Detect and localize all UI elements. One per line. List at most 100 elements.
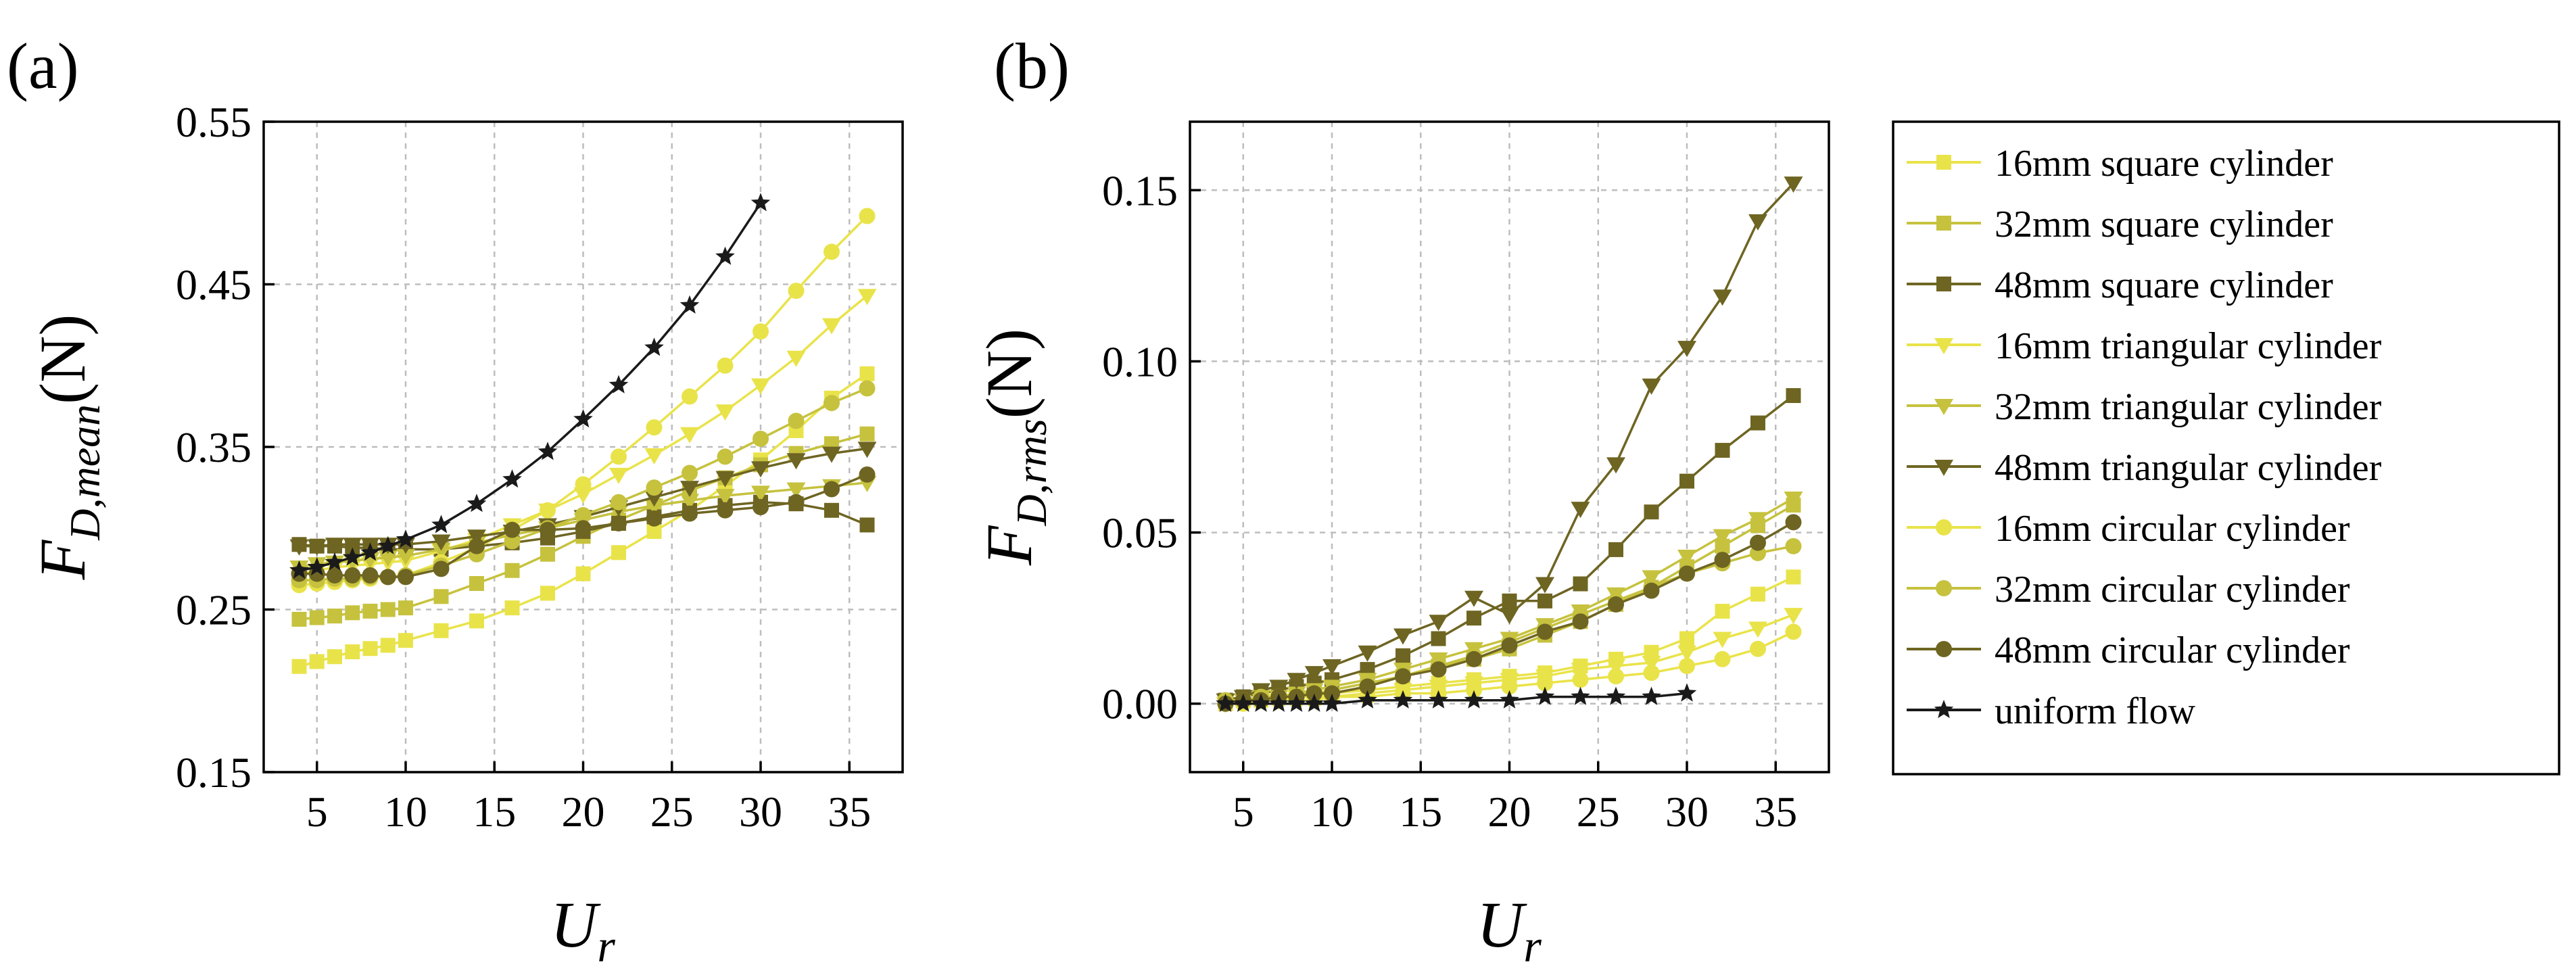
x-tick-label-a-1: 10 [384, 788, 427, 836]
data-point-a-48mm-triangular-cylinder-13 [644, 490, 664, 507]
data-point-a-uniform-flow-0 [289, 560, 309, 579]
data-point-a-48mm-triangular-cylinder-2 [325, 538, 344, 554]
data-point-b-48mm-square-cylinder-17 [1715, 443, 1730, 458]
x-tick-label-a-5: 30 [739, 788, 782, 836]
data-point-a-48mm-circular-cylinder-12 [611, 515, 627, 532]
data-point-a-16mm-square-cylinder-7 [433, 623, 449, 638]
data-point-b-16mm-circular-cylinder-16 [1679, 658, 1695, 675]
data-point-a-16mm-square-cylinder-3 [345, 644, 360, 660]
data-point-a-16mm-square-cylinder-9 [504, 600, 520, 616]
legend-item-3: 16mm triangular cylinder [1907, 325, 2382, 367]
ticks-b: 5 10 15 20 25 30 35 0.00 0.05 0.10 0.15 [1102, 166, 1797, 836]
data-point-b-16mm-circular-cylinder-15 [1643, 665, 1660, 682]
data-point-a-32mm-square-cylinder-5 [380, 602, 396, 617]
data-point-b-48mm-square-cylinder-10 [1466, 611, 1481, 626]
data-point-a-32mm-square-cylinder-4 [362, 603, 378, 619]
data-point-a-48mm-triangular-cylinder-3 [343, 538, 362, 554]
y-tick-label-b-3: 0.15 [1102, 166, 1178, 214]
data-point-b-uniform-flow-6 [1322, 693, 1342, 712]
data-point-a-32mm-square-cylinder-8 [469, 576, 484, 592]
data-point-a-48mm-circular-cylinder-18 [824, 481, 840, 498]
data-point-a-uniform-flow-2 [325, 552, 345, 571]
data-point-b-48mm-square-cylinder-19 [1786, 388, 1801, 404]
data-point-b-16mm-circular-cylinder-14 [1608, 668, 1624, 685]
data-point-a-32mm-triangular-cylinder-17 [786, 482, 806, 499]
y-tick-label-a-1: 0.25 [176, 586, 252, 634]
legend-label-9: uniform flow [1995, 690, 2196, 732]
data-point-b-uniform-flow-11 [1500, 690, 1519, 709]
data-point-a-16mm-circular-cylinder-18 [824, 243, 840, 260]
data-point-a-16mm-circular-cylinder-19 [859, 208, 876, 224]
data-point-b-16mm-square-cylinder-16 [1679, 631, 1694, 646]
data-point-a-32mm-triangular-cylinder-5 [378, 550, 398, 567]
data-point-a-48mm-circular-cylinder-15 [717, 502, 734, 519]
y-axis-label-a: FD,mean(N) [26, 314, 109, 581]
data-point-b-16mm-square-cylinder-19 [1786, 569, 1801, 585]
legend-label-8: 48mm circular cylinder [1995, 629, 2350, 671]
data-point-a-32mm-triangular-cylinder-14 [680, 494, 699, 510]
data-point-a-16mm-triangular-cylinder-17 [786, 350, 806, 367]
legend-item-8: 48mm circular cylinder [1907, 629, 2350, 671]
x-tick-label-a-6: 35 [828, 788, 871, 836]
data-point-a-48mm-square-cylinder-18 [824, 502, 839, 518]
data-point-a-48mm-triangular-cylinder-8 [467, 529, 486, 546]
data-point-a-32mm-square-cylinder-10 [540, 546, 555, 562]
data-point-b-48mm-triangular-cylinder-12 [1535, 577, 1554, 594]
data-point-a-32mm-circular-cylinder-12 [611, 494, 627, 510]
data-point-b-32mm-square-cylinder-17 [1715, 538, 1730, 554]
data-point-b-48mm-square-cylinder-16 [1679, 473, 1694, 489]
data-point-a-32mm-circular-cylinder-16 [753, 430, 769, 447]
data-point-b-16mm-circular-cylinder-13 [1572, 671, 1589, 688]
data-point-b-48mm-square-cylinder-13 [1573, 576, 1588, 592]
data-point-b-16mm-square-cylinder-17 [1715, 604, 1730, 619]
data-point-b-uniform-flow-10 [1464, 690, 1484, 709]
data-point-a-48mm-triangular-cylinder-0 [289, 539, 309, 556]
data-point-a-32mm-square-cylinder-19 [859, 426, 875, 442]
data-point-b-48mm-square-cylinder-9 [1431, 631, 1446, 646]
data-point-a-16mm-triangular-cylinder-15 [715, 404, 735, 421]
data-point-a-uniform-flow-7 [431, 515, 451, 533]
data-point-b-16mm-triangular-cylinder-15 [1642, 655, 1661, 672]
data-point-b-16mm-triangular-cylinder-13 [1571, 663, 1590, 680]
data-point-a-16mm-square-cylinder-8 [469, 613, 484, 629]
data-point-a-16mm-square-cylinder-19 [859, 366, 875, 381]
legend-label-1: 32mm square cylinder [1995, 204, 2333, 245]
data-point-b-uniform-flow-7 [1358, 690, 1377, 709]
data-point-a-48mm-circular-cylinder-9 [504, 521, 521, 538]
data-point-a-16mm-circular-cylinder-17 [788, 283, 805, 300]
data-point-b-48mm-circular-cylinder-10 [1466, 650, 1482, 667]
data-point-a-32mm-triangular-cylinder-16 [751, 485, 770, 502]
data-point-a-48mm-circular-cylinder-5 [379, 569, 396, 586]
data-point-a-16mm-circular-cylinder-11 [575, 476, 592, 493]
x-tick-label-b-6: 35 [1754, 788, 1797, 836]
y-axis-label-b: FD,rms(N) [973, 329, 1055, 566]
data-point-a-16mm-triangular-cylinder-11 [573, 487, 593, 504]
data-point-a-32mm-square-cylinder-2 [327, 609, 342, 624]
legend-marker-6 [1936, 519, 1952, 535]
data-point-a-48mm-triangular-cylinder-15 [715, 471, 735, 487]
data-point-a-32mm-square-cylinder-3 [345, 605, 360, 621]
data-point-a-16mm-triangular-cylinder-13 [644, 448, 664, 465]
data-point-b-uniform-flow-14 [1606, 686, 1626, 705]
data-point-a-uniform-flow-13 [644, 337, 664, 356]
legend-box [1892, 120, 2560, 776]
data-point-a-uniform-flow-5 [378, 535, 398, 554]
legend-label-0: 16mm square cylinder [1995, 143, 2333, 185]
data-point-b-48mm-square-cylinder-18 [1750, 415, 1765, 431]
panel-b: (b) 5 10 15 20 25 30 35 0.00 0.05 0.10 0.15 Ur FD,… [973, 30, 1830, 972]
data-point-a-16mm-circular-cylinder-10 [540, 502, 556, 519]
data-point-b-16mm-triangular-cylinder-17 [1713, 632, 1732, 648]
legend-item-4: 32mm triangular cylinder [1907, 386, 2382, 428]
data-point-a-48mm-triangular-cylinder-16 [751, 461, 770, 478]
legend-marker-0 [1936, 155, 1951, 170]
data-point-b-uniform-flow-13 [1571, 686, 1590, 705]
data-point-b-16mm-circular-cylinder-19 [1785, 623, 1802, 640]
data-point-b-16mm-circular-cylinder-10 [1466, 682, 1482, 698]
y-tick-label-b-1: 0.05 [1102, 509, 1178, 557]
data-point-a-32mm-circular-cylinder-13 [646, 479, 663, 496]
series-b [1216, 176, 1803, 713]
legend-item-5: 48mm triangular cylinder [1907, 447, 2382, 489]
legend-label-6: 16mm circular cylinder [1995, 508, 2350, 550]
data-point-b-16mm-circular-cylinder-12 [1537, 675, 1553, 692]
